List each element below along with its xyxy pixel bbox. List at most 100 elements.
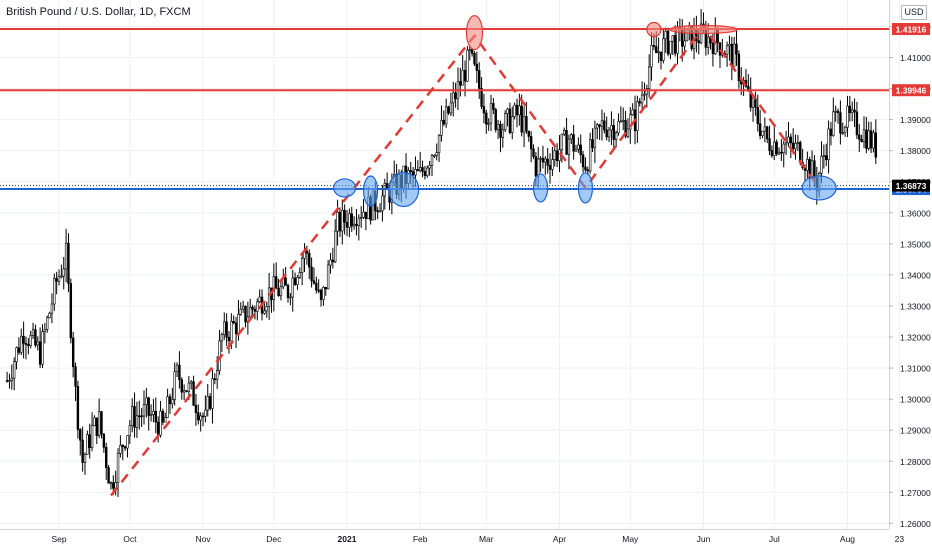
candle bbox=[149, 404, 153, 422]
candle bbox=[454, 82, 457, 108]
candle bbox=[657, 37, 660, 63]
candle bbox=[843, 125, 847, 137]
candle bbox=[546, 148, 549, 174]
candle bbox=[572, 124, 575, 160]
candle bbox=[128, 419, 132, 445]
candle bbox=[376, 206, 379, 220]
candle bbox=[102, 433, 106, 453]
candle bbox=[475, 51, 479, 83]
candle bbox=[426, 165, 429, 178]
candle bbox=[468, 45, 471, 61]
candle bbox=[67, 233, 70, 293]
last-price-label-box bbox=[892, 179, 930, 192]
candle bbox=[100, 410, 103, 439]
candle bbox=[90, 412, 94, 452]
candle bbox=[758, 109, 762, 140]
horizontal-levels-layer[interactable] bbox=[0, 28, 889, 191]
candle bbox=[279, 281, 283, 301]
candle bbox=[532, 144, 535, 160]
candle bbox=[277, 278, 280, 297]
candle bbox=[775, 139, 778, 156]
y-tick-label: 1.39000 bbox=[900, 115, 931, 125]
candle bbox=[164, 412, 167, 423]
resistance-marker[interactable] bbox=[668, 24, 739, 35]
candle bbox=[180, 377, 183, 400]
candle bbox=[22, 321, 25, 359]
candle bbox=[794, 134, 797, 160]
candle bbox=[603, 112, 606, 134]
candle bbox=[199, 412, 202, 432]
candle bbox=[560, 133, 564, 163]
candle bbox=[452, 81, 455, 117]
candle bbox=[145, 388, 148, 418]
candle bbox=[154, 397, 158, 434]
candle bbox=[529, 131, 533, 163]
candle bbox=[858, 124, 861, 153]
markers-layer[interactable] bbox=[333, 15, 837, 208]
candle bbox=[97, 398, 101, 438]
candle bbox=[206, 383, 209, 417]
candle bbox=[253, 305, 257, 320]
candle bbox=[501, 123, 505, 148]
candle bbox=[79, 428, 82, 456]
candle bbox=[666, 27, 670, 57]
support-marker[interactable] bbox=[577, 172, 594, 204]
candle bbox=[593, 120, 597, 163]
candle bbox=[832, 97, 835, 137]
candle bbox=[168, 393, 172, 415]
candle bbox=[770, 145, 774, 158]
candle bbox=[584, 157, 587, 173]
candle bbox=[626, 118, 630, 139]
resistance-marker[interactable] bbox=[646, 21, 662, 38]
candle bbox=[201, 412, 205, 427]
currency-button[interactable]: USD bbox=[901, 5, 927, 20]
candle bbox=[874, 119, 878, 164]
candle bbox=[525, 102, 528, 134]
candle bbox=[862, 116, 866, 149]
candle bbox=[119, 435, 122, 458]
candle bbox=[64, 228, 68, 283]
support-marker[interactable] bbox=[363, 175, 379, 207]
support-marker[interactable] bbox=[801, 175, 837, 201]
candle bbox=[43, 323, 47, 344]
candle bbox=[841, 122, 844, 135]
candle bbox=[95, 417, 98, 445]
candle bbox=[607, 126, 611, 143]
resistance-marker[interactable] bbox=[465, 15, 484, 51]
candle bbox=[418, 152, 422, 173]
grid-layer bbox=[0, 0, 900, 529]
support-marker[interactable] bbox=[333, 178, 357, 198]
candle bbox=[46, 315, 49, 333]
candle bbox=[508, 102, 512, 135]
candle bbox=[577, 137, 580, 153]
candle bbox=[766, 125, 769, 144]
candle bbox=[466, 46, 469, 83]
candle bbox=[34, 324, 37, 348]
candle bbox=[725, 41, 729, 67]
y-tick-label: 1.27000 bbox=[900, 488, 931, 498]
support-marker[interactable] bbox=[388, 171, 420, 208]
candle bbox=[848, 95, 852, 122]
y-tick-label: 1.31000 bbox=[900, 364, 931, 374]
x-tick-label: 23 bbox=[895, 534, 905, 544]
candle bbox=[768, 125, 771, 156]
support-marker[interactable] bbox=[532, 173, 549, 203]
candle bbox=[511, 106, 514, 140]
candle bbox=[565, 117, 568, 155]
candle bbox=[249, 298, 252, 318]
y-tick-label: 1.30000 bbox=[900, 395, 931, 405]
y-tick-label: 1.29000 bbox=[900, 426, 931, 436]
candle bbox=[555, 143, 559, 168]
time-axis[interactable]: Sep Oct Nov Dec 2021 Feb Mar Apr May Jun Jul Aug 23 bbox=[51, 534, 904, 544]
candle bbox=[522, 106, 526, 148]
candle bbox=[622, 107, 625, 131]
candle bbox=[780, 138, 783, 161]
candle bbox=[341, 199, 344, 245]
candle bbox=[610, 111, 613, 145]
candle bbox=[76, 380, 80, 439]
level-price-label-box bbox=[892, 23, 930, 36]
candle bbox=[308, 249, 311, 280]
